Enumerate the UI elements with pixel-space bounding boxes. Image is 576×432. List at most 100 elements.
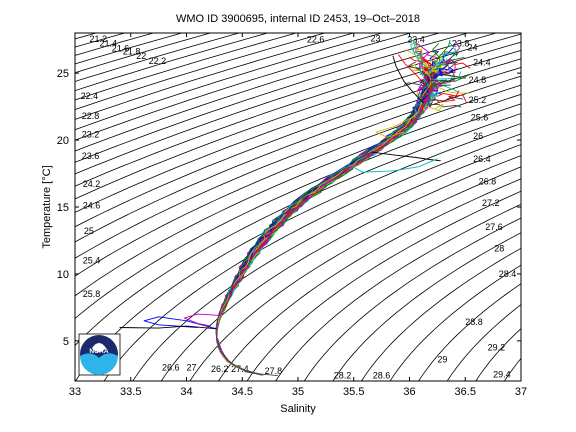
profile-line-1 <box>215 74 470 376</box>
profile-branch-3 <box>244 371 278 377</box>
isopycnal-label-0: 21.2 <box>90 34 108 44</box>
y-axis: 5 10 15 20 25 <box>57 68 521 348</box>
logo-wave <box>80 353 118 375</box>
isopycnal-label-22: 25.6 <box>471 112 489 122</box>
profile-line-51 <box>216 62 471 376</box>
isopycnal-line-57 <box>389 264 521 381</box>
isopycnal-label-2: 21.6 <box>112 43 130 53</box>
isopycnal-line-59 <box>446 304 521 381</box>
noaa-logo: NOAA <box>78 333 121 376</box>
y-tick-label-2: 15 <box>57 202 69 214</box>
isopycnal-label-8: 22.8 <box>82 111 100 121</box>
profile-line-69 <box>215 77 467 376</box>
profile-line-34 <box>215 96 464 376</box>
isopycnal-line-62 <box>519 6 576 408</box>
isopycnal-label-17: 24.6 <box>83 201 101 211</box>
isopycnal-line-63 <box>548 6 576 408</box>
isopycnal-label-19: 25 <box>84 226 94 236</box>
y-tick-label-0: 5 <box>63 336 69 348</box>
x-tick-label-8: 37 <box>515 386 527 398</box>
isopycnal-label-10: 23.2 <box>82 130 100 140</box>
isopycnal-line-35 <box>75 33 498 175</box>
profile-branch-7 <box>392 55 424 103</box>
profile-line-22 <box>215 43 440 376</box>
profile-branch-1 <box>119 325 217 330</box>
isopycnal-line-40 <box>75 66 521 243</box>
isopycnal-label-37: 28.6 <box>373 371 391 381</box>
chart-title: WMO ID 3900695, internal ID 2453, 19–Oct… <box>176 13 420 25</box>
isopycnal-label-34: 28 <box>494 244 504 254</box>
profile-line-14 <box>215 51 439 376</box>
isopycnal-label-38: 28.8 <box>465 317 483 327</box>
isopycnal-line-23 <box>75 33 155 56</box>
x-axis-label: Salinity <box>280 403 316 415</box>
x-tick-label-5: 35.5 <box>343 386 364 398</box>
isopycnal-line-28 <box>75 33 298 101</box>
isopycnal-line-37 <box>75 41 521 200</box>
isopycnal-label-6: 22.4 <box>81 91 99 101</box>
x-tick-label-3: 34.5 <box>232 386 253 398</box>
x-tick-label-1: 33.5 <box>120 386 141 398</box>
isopycnal-line-60 <box>475 328 521 381</box>
isopycnal-label-13: 23.8 <box>452 39 470 49</box>
isopycnal-label-1: 21.4 <box>100 39 118 49</box>
profile-branch-5 <box>347 158 438 173</box>
isopycnal-line-41 <box>75 75 521 259</box>
isopycnal-label-39: 29 <box>437 355 447 365</box>
isopycnal-label-15: 24.2 <box>83 179 101 189</box>
profile-lines <box>119 38 471 377</box>
isopycnal-line-43 <box>75 93 521 297</box>
isopycnal-line-48 <box>132 144 521 381</box>
isopycnal-line-26 <box>75 33 241 82</box>
isopycnal-label-25: 26.2 <box>211 364 229 374</box>
isopycnal-line-53 <box>275 203 521 381</box>
isopycnal-line-31 <box>75 33 384 131</box>
isopycnal-label-28: 26.8 <box>479 177 497 187</box>
isopycnal-line-29 <box>75 33 327 111</box>
isopycnal-label-20: 25.2 <box>469 95 487 105</box>
isopycnal-line-36 <box>75 33 521 187</box>
y-tick-label-3: 20 <box>57 135 69 147</box>
isopycnal-line-58 <box>418 283 521 381</box>
isopycnal-line-27 <box>75 33 269 92</box>
logo-text: NOAA <box>89 348 108 355</box>
isopycnal-label-26: 26.4 <box>473 154 491 164</box>
x-tick-label-4: 35 <box>292 386 304 398</box>
isopycnal-line-15 <box>0 6 23 408</box>
profile-line-0 <box>216 101 431 376</box>
isopycnal-line-34 <box>75 33 470 163</box>
isopycnal-line-50 <box>189 166 521 381</box>
profile-line-23 <box>216 53 433 376</box>
isopycnal-line-44 <box>75 103 521 320</box>
profile-branch-4 <box>371 151 441 162</box>
isopycnal-line-42 <box>75 84 521 277</box>
isopycnal-line-54 <box>303 217 521 381</box>
isopycnal-line-56 <box>361 247 521 381</box>
x-tick-label-7: 36.5 <box>455 386 476 398</box>
isopycnal-label-4: 22 <box>136 51 146 61</box>
isopycnal-label-12: 23.6 <box>82 151 100 161</box>
isopycnal-label-27: 26.6 <box>162 363 180 373</box>
profile-line-15 <box>215 66 437 376</box>
isopycnal-line-49 <box>160 155 521 381</box>
profile-line-57 <box>216 79 451 376</box>
x-tick-label-6: 36 <box>403 386 415 398</box>
isopycnal-label-18: 24.8 <box>469 75 487 85</box>
profile-line-3 <box>216 61 444 376</box>
profile-line-67 <box>216 79 456 376</box>
profile-line-24 <box>215 85 459 376</box>
x-tick-label-0: 33 <box>69 386 81 398</box>
profile-line-28 <box>215 60 436 376</box>
profile-line-44 <box>216 90 460 376</box>
isopycnal-line-51 <box>218 178 521 381</box>
isopycnal-line-52 <box>246 190 521 381</box>
y-axis-label: Temperature [°C] <box>41 165 53 248</box>
profile-line-33 <box>216 39 438 376</box>
isopycnal-label-33: 27.8 <box>265 366 283 376</box>
profile-line-12 <box>216 63 432 376</box>
profile-branch-8 <box>397 54 429 90</box>
y-tick-label-1: 10 <box>57 269 69 281</box>
x-axis: 33 33.5 34 34.5 35 35.5 36 36.5 37 <box>69 33 527 398</box>
isopycnal-label-40: 29.2 <box>488 343 506 353</box>
